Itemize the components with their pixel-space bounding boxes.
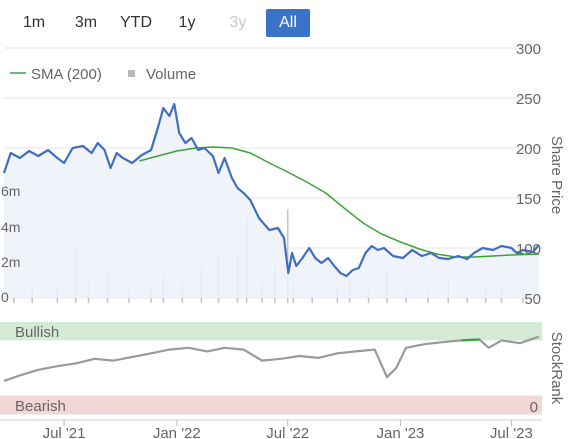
volume-bar xyxy=(286,209,289,303)
range-button-1y[interactable]: 1y xyxy=(178,14,196,31)
x-tick-label: Jul '22 xyxy=(266,425,309,439)
stockrank-band-label: Bearish xyxy=(15,398,66,415)
stockrank-band-bullish xyxy=(0,322,542,341)
x-tick-label: Jul '23 xyxy=(490,425,533,439)
stockrank-axis-label: StockRank xyxy=(548,332,565,405)
price-tick-label: 50 xyxy=(524,291,541,308)
share-price-area xyxy=(4,104,539,298)
range-button-3y: 3y xyxy=(229,14,247,31)
legend-volume-label: Volume xyxy=(146,66,196,83)
range-button-1m[interactable]: 1m xyxy=(22,14,46,31)
legend-volume-swatch xyxy=(128,70,135,77)
x-tick-label: Jul '21 xyxy=(43,425,86,439)
volume-tick-label: 2m xyxy=(1,254,20,270)
share-price-axis-label: Share Price xyxy=(548,136,565,214)
range-button-all[interactable]: All xyxy=(266,9,310,37)
stockrank-tick-label: 0 xyxy=(530,399,538,416)
share-price-line xyxy=(2,102,540,278)
range-button-3m[interactable]: 3m xyxy=(74,14,98,31)
price-tick-label: 300 xyxy=(516,41,541,58)
x-tick-label: Jan '22 xyxy=(153,425,201,439)
volume-bar xyxy=(13,295,15,303)
price-tick-label: 100 xyxy=(516,241,541,258)
legend-sma-label: SMA (200) xyxy=(31,66,102,83)
stockrank-line xyxy=(3,335,540,382)
price-tick-label: 150 xyxy=(516,191,541,208)
price-tick-label: 250 xyxy=(516,91,541,108)
volume-tick-label: 4m xyxy=(1,219,20,235)
volume-tick-label: 0 xyxy=(1,289,9,305)
stockrank-band-label: Bullish xyxy=(15,324,59,341)
price-tick-label: 200 xyxy=(516,141,541,158)
stockrank-band-bearish xyxy=(0,395,542,414)
x-tick-label: Jan '23 xyxy=(377,425,425,439)
stockrank-bullish-segment xyxy=(461,338,480,342)
range-button-ytd[interactable]: YTD xyxy=(120,14,152,31)
volume-tick-label: 6m xyxy=(1,183,20,199)
volume-bar xyxy=(466,293,469,303)
